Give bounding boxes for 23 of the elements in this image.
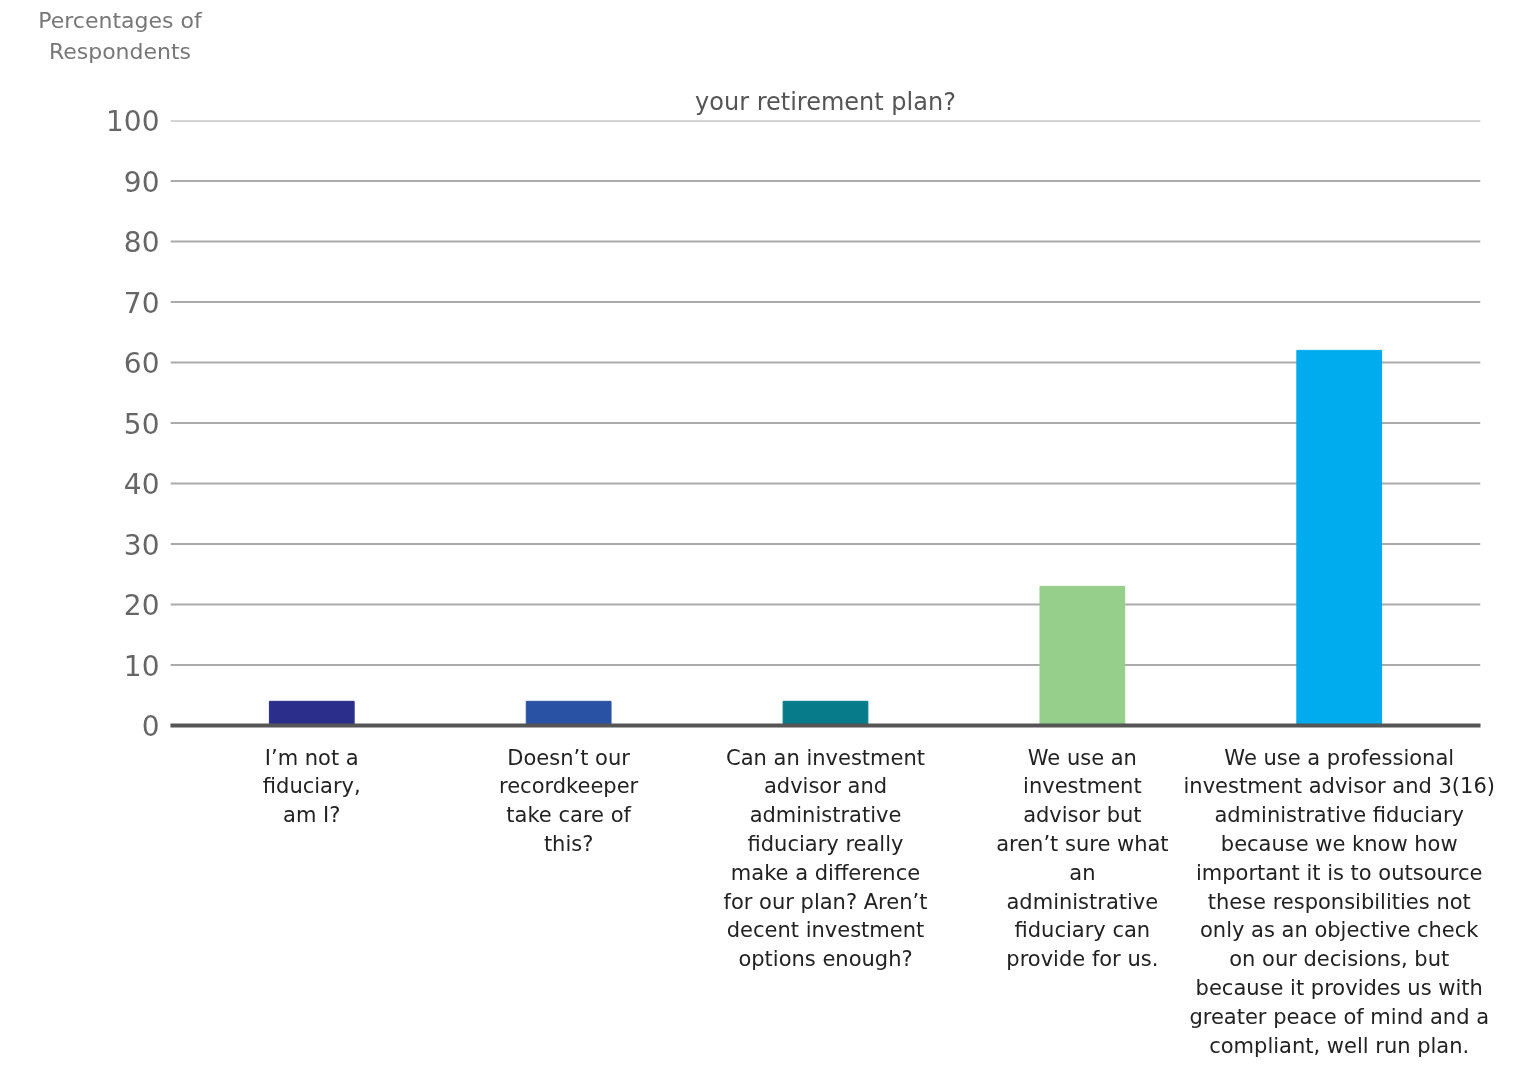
x-tick-label: Doesn’t our recordkeeper take care of this? xyxy=(499,745,639,856)
y-tick-label: 50 xyxy=(123,407,160,441)
y-tick-label: 80 xyxy=(123,226,160,259)
bar xyxy=(1296,349,1383,726)
y-tick-label: 70 xyxy=(123,286,160,320)
x-tick-label: I’m not a fiduciary, am I? xyxy=(262,745,361,828)
y-tick-label: 30 xyxy=(123,528,160,562)
bar xyxy=(1039,585,1126,726)
y-tick-label: 10 xyxy=(123,649,160,683)
chart-title: your retirement plan? xyxy=(695,87,956,116)
x-tick-label: We use an investment advisor but aren’t sure what an administrative fiduciary can provide for us. xyxy=(996,745,1169,972)
y-tick-label: 60 xyxy=(123,347,160,380)
bar xyxy=(525,700,612,726)
x-tick-label: Can an investment advisor and administrative fiduciary really make a difference for our plan? Aren’t decent investment options enough? xyxy=(723,745,928,972)
bar xyxy=(782,700,869,726)
category-label: We use a professional investment advisor and 3(16) administrative fiduciary because we know how important it is to outsource these responsibilities not only as an objective check on our decisions, but because it provides us with greater peace of mind and a compliant, well run plan. xyxy=(1183,745,1495,1058)
y-tick-label: 90 xyxy=(123,165,160,199)
y-tick-label: 20 xyxy=(123,589,160,622)
y-tick-label: 0 xyxy=(141,710,160,743)
y-axis-title: Percentages of Respondents xyxy=(37,7,204,67)
y-tick-label: 100 xyxy=(106,105,160,138)
y-tick-label: 40 xyxy=(123,468,160,501)
bar xyxy=(268,700,355,726)
